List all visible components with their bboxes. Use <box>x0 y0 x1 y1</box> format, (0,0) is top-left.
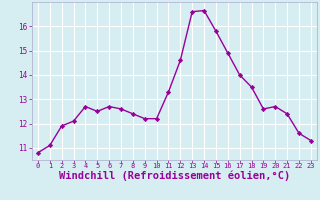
X-axis label: Windchill (Refroidissement éolien,°C): Windchill (Refroidissement éolien,°C) <box>59 171 290 181</box>
